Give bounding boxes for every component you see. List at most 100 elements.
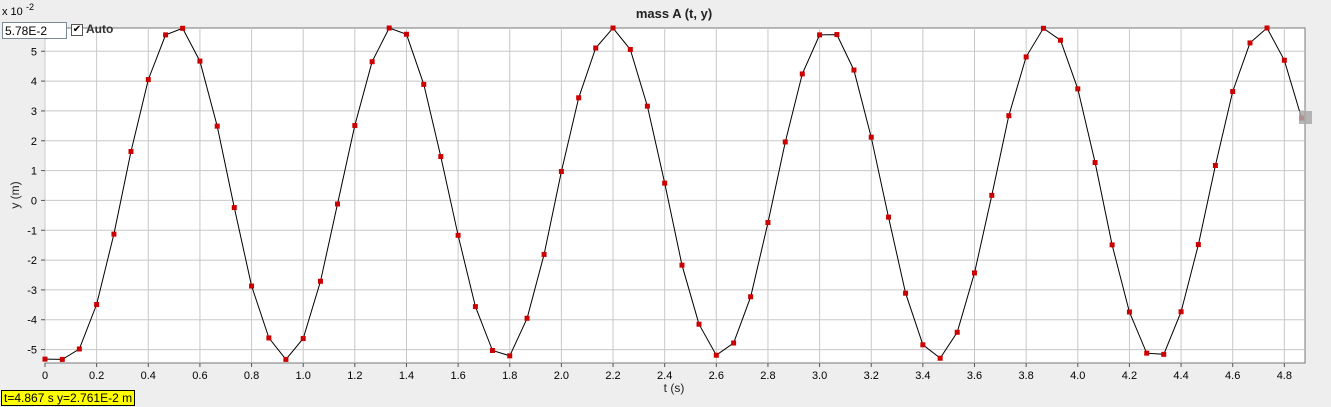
x-tick-label: 1.4 — [399, 370, 414, 382]
x-tick-label: 2.4 — [657, 370, 672, 382]
x-tick-label: 2.6 — [709, 370, 724, 382]
data-point — [782, 139, 788, 145]
y-tick-label: 3 — [31, 106, 37, 118]
data-point — [1230, 89, 1236, 95]
data-point — [94, 302, 100, 308]
data-point — [1161, 351, 1167, 357]
data-point — [679, 262, 685, 268]
data-point — [266, 335, 272, 341]
data-point — [421, 81, 427, 87]
data-point — [1195, 242, 1201, 248]
data-point — [524, 315, 530, 321]
x-tick-label: 4.6 — [1225, 370, 1240, 382]
x-tick-label: 2.0 — [554, 370, 569, 382]
cursor-marker[interactable] — [1299, 111, 1312, 124]
data-point — [76, 346, 82, 352]
data-point — [1144, 350, 1150, 356]
data-point — [1023, 54, 1029, 60]
y-tick-label: 1 — [31, 166, 37, 178]
x-tick-label: 3.2 — [864, 370, 879, 382]
data-point — [489, 347, 495, 353]
data-point — [765, 219, 771, 225]
data-point — [731, 340, 737, 346]
data-point — [180, 25, 186, 31]
data-point — [59, 356, 65, 362]
plot-area[interactable] — [44, 27, 1306, 364]
data-point — [903, 290, 909, 296]
data-point — [886, 214, 892, 220]
x-tick-label: 0.8 — [244, 370, 259, 382]
data-point — [1212, 163, 1218, 169]
data-point — [972, 270, 978, 276]
data-point — [145, 77, 151, 83]
x-tick-label: 4.0 — [1070, 370, 1085, 382]
y-tick-label: -1 — [27, 225, 37, 237]
x-tick-label: 1.2 — [347, 370, 362, 382]
data-point — [989, 192, 995, 198]
data-point — [249, 283, 255, 289]
data-point — [507, 353, 513, 359]
x-tick-label: 3.4 — [915, 370, 930, 382]
data-point — [1109, 242, 1115, 248]
y-tick-label: 0 — [31, 195, 37, 207]
y-tick-label: -2 — [27, 255, 37, 267]
data-point — [713, 352, 719, 358]
data-point — [300, 336, 306, 342]
y-tick-label: 2 — [31, 136, 37, 148]
x-tick-label: 1.8 — [502, 370, 517, 382]
series-line — [44, 27, 1303, 361]
data-point — [1247, 40, 1253, 46]
data-point — [163, 32, 169, 38]
x-tick-label: 4.8 — [1277, 370, 1292, 382]
data-point — [197, 58, 203, 64]
x-tick-label: 4.2 — [1122, 370, 1137, 382]
data-point — [369, 59, 375, 65]
data-point — [937, 355, 943, 361]
data-point — [610, 25, 616, 31]
data-point — [644, 103, 650, 109]
data-point — [748, 294, 754, 300]
data-point — [1264, 25, 1270, 31]
max-value-input[interactable] — [2, 22, 67, 39]
auto-checkbox[interactable]: ✔ — [71, 24, 83, 36]
y-scale-base: x 10 — [2, 6, 23, 18]
coordinate-readout: t=4.867 s y=2.761E-2 m — [1, 390, 136, 406]
data-point — [1178, 309, 1184, 315]
data-point — [352, 123, 358, 129]
data-point — [438, 154, 444, 160]
x-tick-label: 4.4 — [1173, 370, 1188, 382]
y-scale-exponent: -2 — [26, 2, 34, 12]
data-point — [576, 95, 582, 101]
x-tick-label: 0.6 — [192, 370, 207, 382]
data-point — [627, 46, 633, 52]
data-point — [817, 32, 823, 38]
data-point — [696, 321, 702, 327]
data-point — [1126, 309, 1132, 315]
data-point — [335, 201, 341, 207]
data-point — [1057, 37, 1063, 43]
data-point — [1281, 57, 1287, 63]
y-tick-label: -5 — [27, 345, 37, 357]
data-point — [455, 232, 461, 238]
y-tick-label: -4 — [27, 315, 37, 327]
data-point — [386, 25, 392, 31]
data-point — [1092, 160, 1098, 166]
data-point — [1075, 86, 1081, 92]
data-point — [231, 205, 237, 211]
y-tick-label: 4 — [31, 76, 37, 88]
x-tick-label: 0.2 — [89, 370, 104, 382]
y-tick-label: 5 — [31, 46, 37, 58]
x-axis-label: t (s) — [664, 381, 685, 395]
data-point — [558, 168, 564, 174]
data-point — [1040, 25, 1046, 31]
x-tick-label: 3.6 — [967, 370, 982, 382]
data-point — [472, 304, 478, 310]
data-point — [868, 134, 874, 140]
data-point — [214, 123, 220, 129]
y-tick-label: -3 — [27, 285, 37, 297]
data-point — [799, 71, 805, 77]
data-point — [1006, 113, 1012, 119]
data-point — [851, 67, 857, 73]
data-point — [662, 180, 668, 186]
